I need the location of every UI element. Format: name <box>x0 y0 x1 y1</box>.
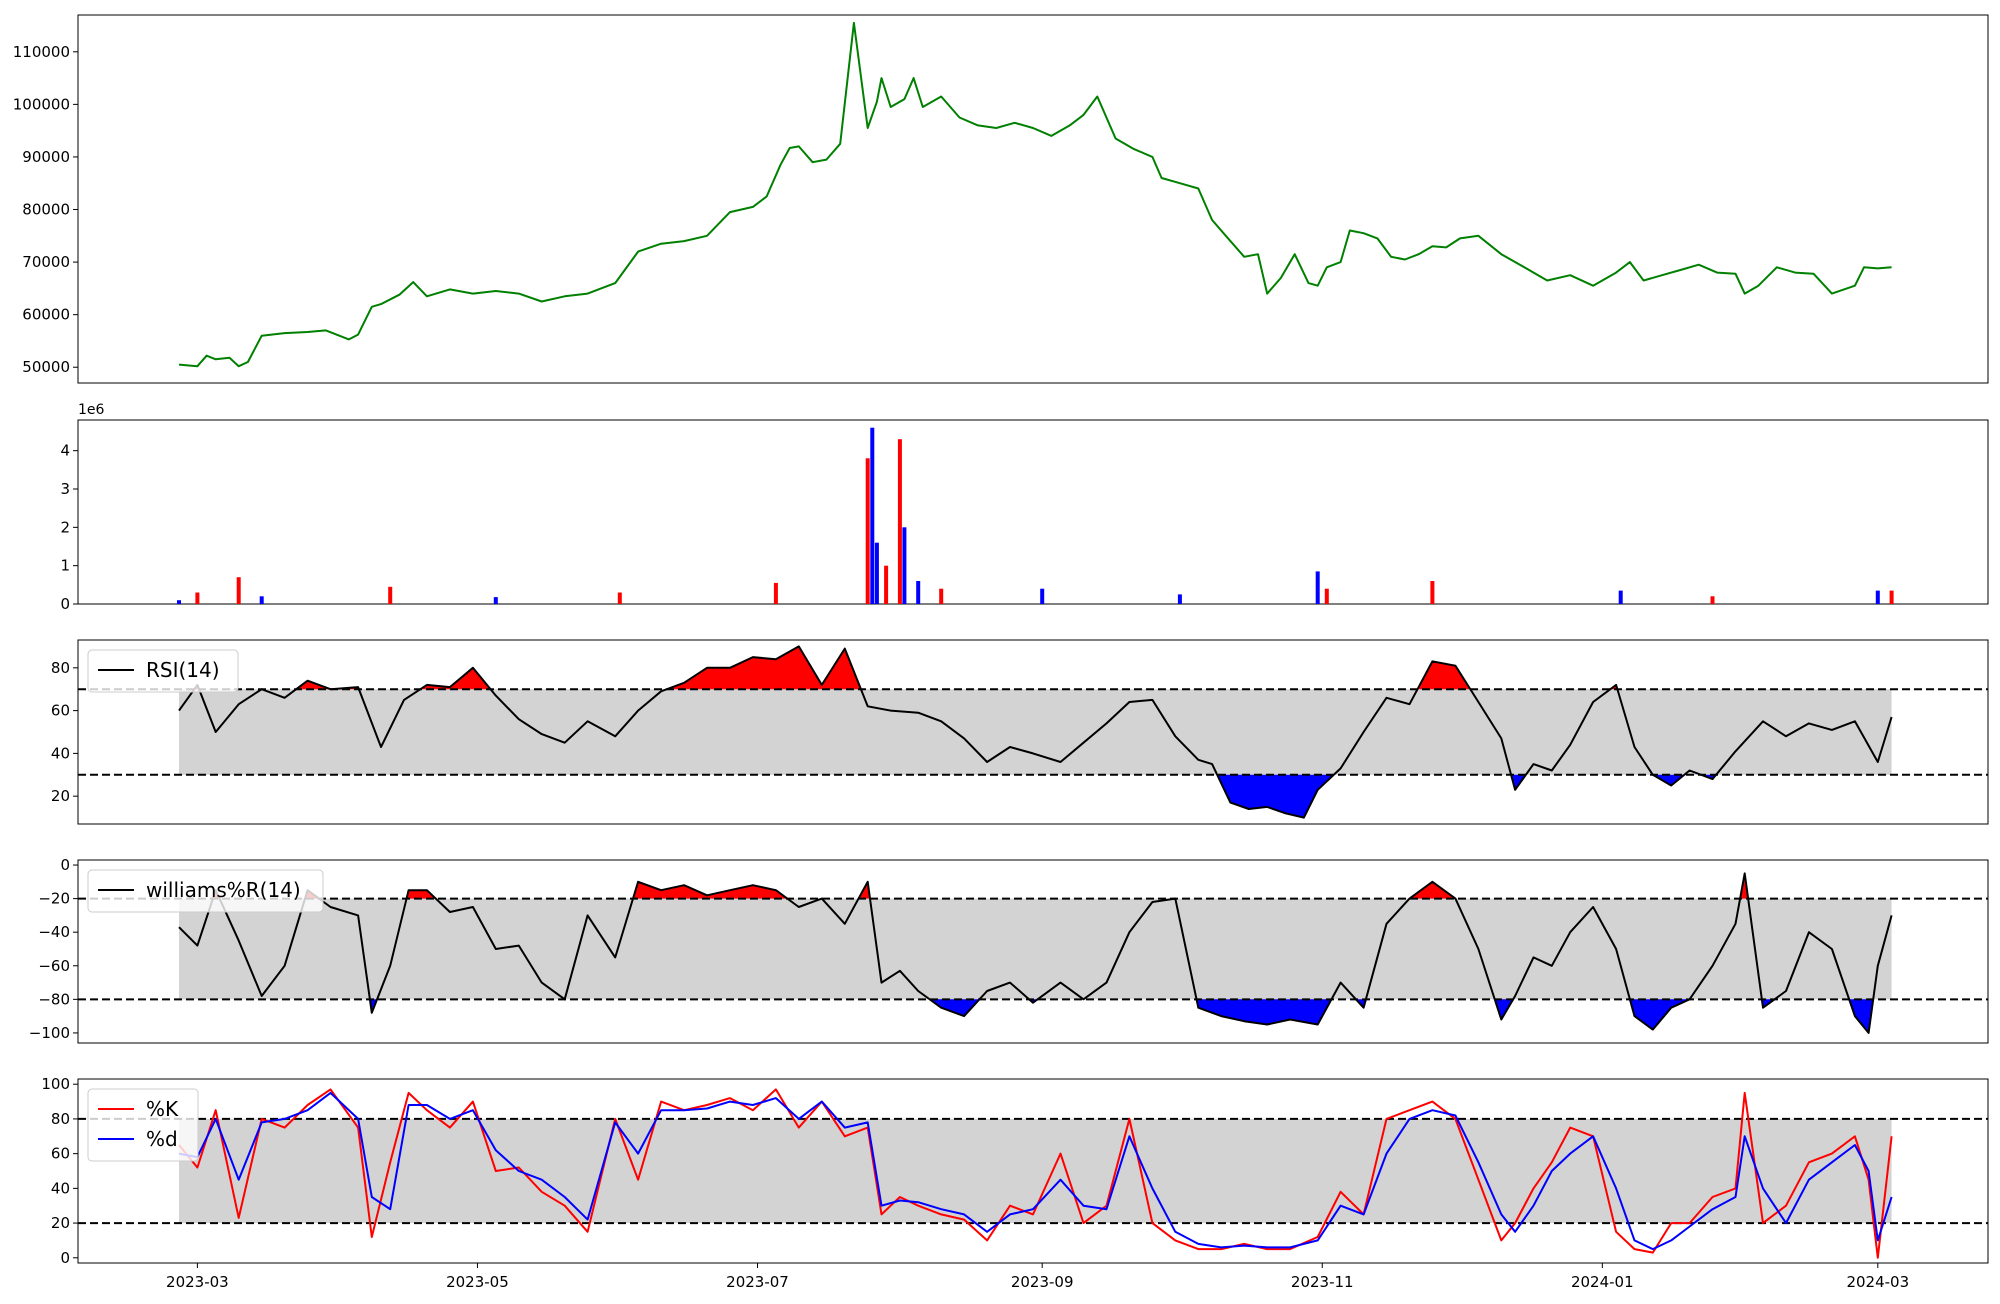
volume-bar <box>897 439 902 604</box>
volume-bar <box>259 596 264 604</box>
stoch-ytick-label: 20 <box>51 1214 70 1232</box>
williams-ytick-label: −80 <box>38 990 70 1008</box>
stoch-ytick-label: 100 <box>41 1075 70 1093</box>
williams-series-line <box>178 872 1893 1034</box>
stoch-series-line <box>178 1088 1893 1259</box>
rsi-oversold-fill <box>1652 774 1685 786</box>
volume-bar <box>1040 588 1045 604</box>
rsi-neutral-band <box>179 689 1892 775</box>
williams-oversold-fill <box>1849 999 1874 1033</box>
volume-scale-label: 1e6 <box>78 402 105 418</box>
stoch-ytick-label: 0 <box>60 1249 70 1267</box>
williams-legend <box>87 869 324 913</box>
rsi-ytick-label: 40 <box>51 744 70 762</box>
stoch-ytick-label: 40 <box>51 1179 70 1197</box>
xtick-label: 2023-03 <box>166 1273 229 1291</box>
rsi-ytick-label: 80 <box>51 659 70 677</box>
rsi-overbought-fill <box>1417 661 1471 690</box>
volume-bar <box>939 588 944 604</box>
williams-ytick-label: −60 <box>38 957 70 975</box>
volume-bar <box>617 592 622 604</box>
williams-overbought-fill <box>633 881 788 899</box>
volume-bar <box>1324 588 1329 604</box>
volume-bar <box>874 542 879 604</box>
rsi-overbought-fill <box>296 680 331 690</box>
xtick-label: 2024-01 <box>1571 1273 1634 1291</box>
volume-bar <box>902 527 907 604</box>
volume-bar <box>773 582 778 604</box>
volume-ytick-label: 4 <box>60 442 70 460</box>
volume-bar <box>1618 590 1623 604</box>
volume-bar <box>1710 596 1715 604</box>
rsi-oversold-fill <box>1217 774 1334 818</box>
price-ytick-label: 100000 <box>13 95 70 113</box>
volume-bar <box>870 427 875 604</box>
xtick-label: 2023-07 <box>726 1273 789 1291</box>
volume-bar <box>1430 581 1435 604</box>
xtick-label: 2024-03 <box>1846 1273 1909 1291</box>
volume-bar <box>236 577 241 604</box>
volume-ytick-label: 0 <box>60 595 70 613</box>
volume-bar <box>1889 590 1894 604</box>
xtick-label: 2023-09 <box>1011 1273 1074 1291</box>
williams-ytick-label: 0 <box>60 856 70 874</box>
price-axes-frame <box>77 14 1989 384</box>
volume-ytick-label: 2 <box>60 518 70 536</box>
stoch-legend-label: %K <box>146 1097 179 1121</box>
williams-oversold-fill <box>1629 999 1690 1030</box>
rsi-ytick-label: 20 <box>51 787 70 805</box>
volume-bar <box>493 597 498 604</box>
volume-bar <box>916 581 921 604</box>
volume-bar <box>388 586 393 605</box>
williams-oversold-fill <box>1494 999 1514 1020</box>
williams-overbought-fill <box>1409 881 1456 899</box>
williams-ytick-label: −20 <box>38 890 70 908</box>
volume-bar <box>1315 571 1320 604</box>
xtick-label: 2023-05 <box>446 1273 509 1291</box>
volume-ytick-label: 3 <box>60 480 70 498</box>
volume-bar <box>1177 594 1182 604</box>
price-ytick-label: 70000 <box>22 253 70 271</box>
volume-axes-frame <box>77 419 1989 605</box>
price-ytick-label: 50000 <box>22 358 70 376</box>
rsi-series-line <box>178 645 1893 819</box>
rsi-ytick-label: 60 <box>51 702 70 720</box>
price-ytick-label: 110000 <box>13 43 70 61</box>
rsi-overbought-fill <box>420 667 491 690</box>
price-ytick-label: 90000 <box>22 148 70 166</box>
volume-ytick-label: 1 <box>60 557 70 575</box>
stoch-ytick-label: 80 <box>51 1110 70 1128</box>
stoch-legend <box>87 1088 199 1162</box>
price-ytick-label: 60000 <box>22 306 70 324</box>
williams-ytick-label: −40 <box>38 923 70 941</box>
volume-bar <box>177 600 181 604</box>
rsi-legend <box>87 649 239 693</box>
williams-ytick-label: −100 <box>29 1024 70 1042</box>
rsi-legend-label: RSI(14) <box>146 658 220 682</box>
volume-bar <box>884 565 889 604</box>
volume-bar <box>865 458 870 604</box>
xtick-label: 2023-11 <box>1291 1273 1354 1291</box>
rsi-overbought-fill <box>666 646 861 690</box>
williams-neutral-band <box>179 898 1892 1000</box>
stoch-legend-label: %d <box>146 1127 178 1151</box>
stoch-series-line <box>178 1091 1893 1251</box>
volume-bar <box>195 592 200 604</box>
price-ytick-label: 80000 <box>22 201 70 219</box>
price-line <box>178 21 1892 368</box>
volume-bar <box>1875 590 1880 604</box>
williams-oversold-fill <box>1196 999 1332 1025</box>
williams-legend-label: williams%R(14) <box>146 878 301 902</box>
stoch-ytick-label: 60 <box>51 1145 70 1163</box>
